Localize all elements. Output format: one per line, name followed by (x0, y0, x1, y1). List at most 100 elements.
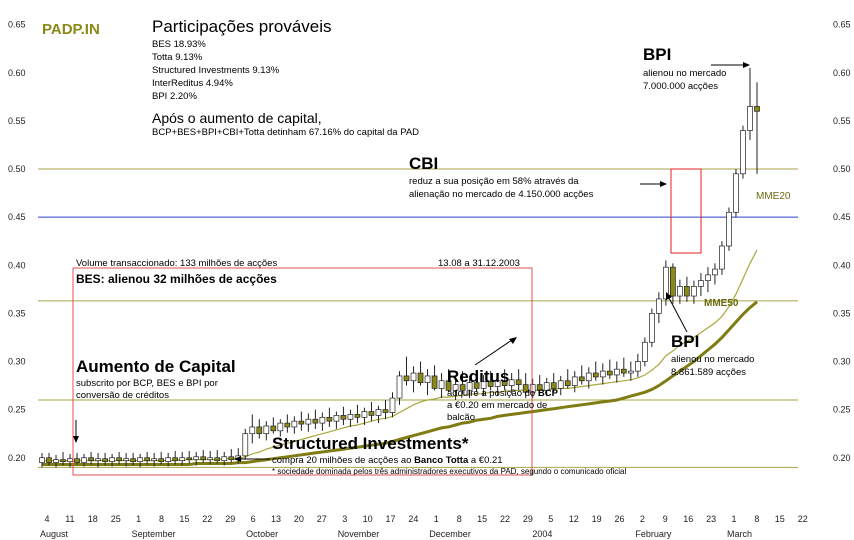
bpi-top-arrowhead (743, 62, 750, 68)
candle-body (578, 376, 585, 382)
candle-body (179, 457, 186, 461)
bpi-top-line: 7.000.000 acções (643, 81, 718, 92)
y-tick-label: 0.65 (833, 20, 851, 30)
candle-body (277, 422, 284, 432)
x-tick-label: 25 (111, 514, 121, 524)
x-tick-label: 17 (385, 514, 395, 524)
bpi-low-arrow (668, 297, 688, 333)
candle-body (263, 425, 270, 435)
candle-body (340, 415, 347, 420)
candle-body (389, 397, 396, 413)
cbi-arrowhead (660, 181, 667, 187)
y-tick-label: 0.40 (833, 260, 851, 270)
y-tick-label: 0.20 (833, 453, 851, 463)
candle-body (431, 375, 438, 389)
x-tick-label: 2 (640, 514, 645, 524)
candle-body (501, 380, 508, 386)
x-tick-label: 6 (251, 514, 256, 524)
candle-body (620, 368, 627, 374)
candle-body (382, 409, 389, 413)
candle-body (186, 457, 193, 461)
reditus-arrowhead (509, 337, 517, 344)
candle-body (284, 422, 291, 428)
x-tick-label: 5 (548, 514, 553, 524)
y-tick-label: 0.35 (833, 308, 851, 318)
candle-body (116, 457, 122, 461)
aumento-line: subscrito por BCP, BES e BPI por (76, 378, 218, 389)
candle-body (754, 106, 760, 112)
x-tick-label: 15 (775, 514, 785, 524)
candle-body (410, 372, 417, 382)
candle-body (165, 457, 172, 462)
candle-body (543, 382, 550, 391)
x-tick-label: 22 (500, 514, 510, 524)
x-month-label: 2004 (532, 529, 552, 539)
x-tick-label: 22 (202, 514, 212, 524)
candle-body (515, 379, 522, 385)
candle-body (214, 457, 221, 461)
y-tick-label: 0.30 (8, 357, 26, 367)
candle-body (649, 313, 655, 343)
bpi-low-arrowhead (666, 292, 672, 300)
structured-footnote: * sociedade dominada pelos três administ… (272, 467, 627, 476)
apos-title: Após o aumento de capital, (152, 110, 322, 126)
candle-body (319, 416, 326, 424)
candle-body (452, 384, 459, 391)
participacao-line: BPI 2.20% (152, 91, 197, 102)
structured-arrowhead (234, 456, 241, 462)
candle-body (291, 420, 298, 428)
candle-body (256, 426, 263, 435)
x-tick-label: 23 (706, 514, 716, 524)
mme50-line (42, 300, 758, 466)
candle-body (39, 457, 45, 463)
candle-body (424, 375, 431, 384)
candle-body (88, 457, 94, 461)
candle-body (60, 459, 66, 462)
candle-body (172, 457, 179, 461)
candle-body (95, 458, 101, 461)
y-tick-label: 0.25 (833, 405, 851, 415)
x-tick-label: 10 (363, 514, 373, 524)
candle-body (592, 372, 599, 378)
y-tick-label: 0.55 (8, 116, 26, 126)
candle-body (670, 266, 676, 297)
reditus-line: balcão (447, 412, 475, 423)
x-month-label: November (338, 529, 380, 539)
x-tick-label: 27 (317, 514, 327, 524)
candle-body (368, 411, 375, 416)
candle-body (571, 376, 578, 386)
volume-text: Volume transaccionado: 133 milhões de ac… (76, 258, 277, 269)
x-tick-label: 1 (136, 514, 141, 524)
candle-body (305, 418, 312, 425)
cbi-line: reduz a sua posição em 58% através da (409, 176, 579, 187)
candle-body (270, 425, 277, 432)
candle-body (459, 384, 466, 391)
candle-body (438, 380, 445, 389)
candle-body (298, 420, 305, 425)
candle-body (557, 380, 564, 389)
candle-body (522, 384, 529, 393)
candle-body (249, 426, 256, 435)
bpi-top-line: alienou no mercado (643, 68, 726, 79)
cbi-line: alienação no mercado de 4.150.000 acções (409, 189, 594, 200)
x-month-label: February (635, 529, 672, 539)
apos-line: BCP+BES+BPI+CBI+Totta detinham 67.16% do… (152, 127, 419, 138)
x-tick-label: 1 (434, 514, 439, 524)
x-tick-label: 1 (731, 514, 736, 524)
y-tick-label: 0.65 (8, 20, 26, 30)
candle-body (747, 106, 753, 131)
reference-lines (38, 168, 798, 468)
candle-body (361, 411, 368, 418)
candle-body (599, 370, 606, 378)
candle-body (641, 341, 648, 362)
reditus-title: Reditus (447, 367, 509, 386)
candlestick-series (39, 67, 760, 468)
logo: PADP.IN (42, 21, 100, 38)
x-tick-label: 13 (271, 514, 281, 524)
y-tick-label: 0.30 (833, 357, 851, 367)
candle-body (46, 457, 52, 463)
candle-body (585, 372, 592, 382)
x-tick-label: 18 (88, 514, 98, 524)
candle-body (354, 414, 361, 418)
x-tick-label: 12 (569, 514, 579, 524)
